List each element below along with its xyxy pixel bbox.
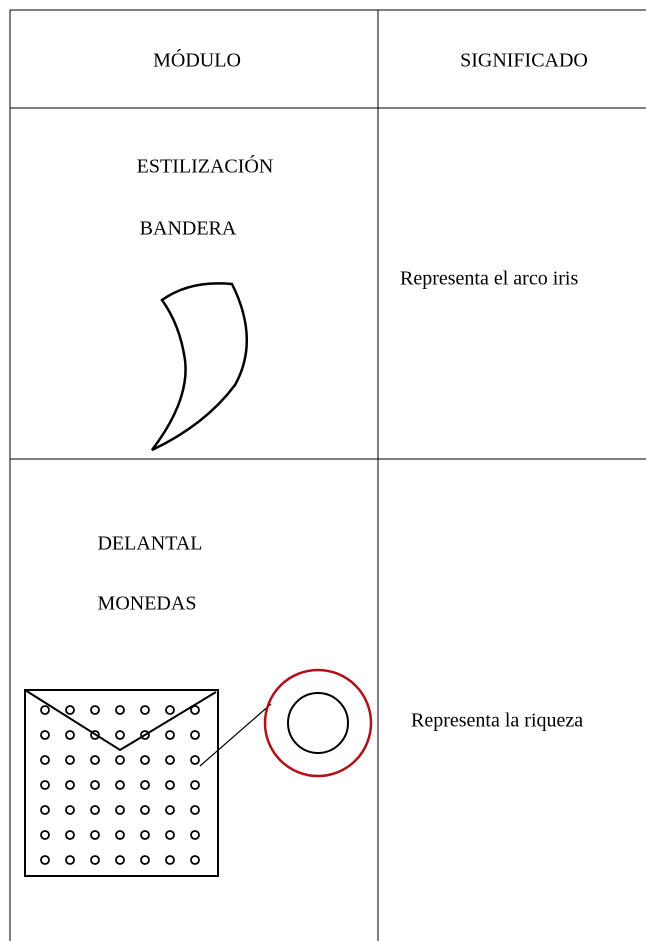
apron-icon bbox=[24, 668, 373, 877]
pointer-line bbox=[199, 703, 272, 767]
module-name: MONEDAS bbox=[98, 593, 197, 615]
coin-dot bbox=[190, 730, 200, 740]
apron-body bbox=[24, 689, 219, 877]
coin-dot bbox=[165, 780, 175, 790]
coin-dot bbox=[40, 855, 50, 865]
coin-dot bbox=[115, 730, 125, 740]
coin-dot bbox=[140, 830, 150, 840]
coin-dot bbox=[40, 830, 50, 840]
coin-dot bbox=[140, 730, 150, 740]
module-name: DELANTAL bbox=[97, 533, 202, 555]
coin-dot bbox=[115, 830, 125, 840]
meaning: Representa el arco iris bbox=[400, 268, 578, 290]
coin-dot bbox=[90, 830, 100, 840]
coin-dot bbox=[115, 705, 125, 715]
coin-icon bbox=[287, 692, 349, 754]
header-cell: SIGNIFICADO bbox=[460, 50, 588, 72]
flag-icon bbox=[151, 282, 249, 452]
coin-dot bbox=[90, 730, 100, 740]
coin-dot bbox=[140, 755, 150, 765]
meaning: Representa la riqueza bbox=[411, 710, 583, 732]
coin-dot bbox=[90, 705, 100, 715]
coin-dot bbox=[40, 780, 50, 790]
coin-dot bbox=[140, 855, 150, 865]
highlight-circle bbox=[263, 668, 373, 778]
apron-flap bbox=[24, 689, 217, 752]
coin-dot bbox=[40, 730, 50, 740]
coin-dot bbox=[190, 855, 200, 865]
coin-dot bbox=[140, 705, 150, 715]
coin-dot bbox=[190, 805, 200, 815]
coin-dot bbox=[140, 780, 150, 790]
coin-dot bbox=[115, 755, 125, 765]
module-name: BANDERA bbox=[140, 218, 237, 240]
coin-dot bbox=[165, 855, 175, 865]
coin-dot bbox=[40, 705, 50, 715]
coin-dot bbox=[165, 730, 175, 740]
coin-dot bbox=[165, 755, 175, 765]
coin-dot bbox=[65, 705, 75, 715]
coin-dot bbox=[165, 830, 175, 840]
coin-dot bbox=[40, 755, 50, 765]
coin-dot bbox=[90, 805, 100, 815]
header-cell: MÓDULO bbox=[153, 48, 241, 72]
coin-dot bbox=[190, 830, 200, 840]
coin-dot bbox=[90, 855, 100, 865]
coin-dot bbox=[65, 805, 75, 815]
coin-dot bbox=[165, 805, 175, 815]
coin-dot bbox=[65, 730, 75, 740]
coin-dot bbox=[65, 830, 75, 840]
coin-dot bbox=[140, 805, 150, 815]
coin-dot bbox=[65, 780, 75, 790]
coin-dot bbox=[190, 755, 200, 765]
coin-dot bbox=[90, 755, 100, 765]
coin-dot bbox=[165, 705, 175, 715]
coin-dot bbox=[190, 780, 200, 790]
coin-dot bbox=[115, 805, 125, 815]
coin-dot bbox=[65, 855, 75, 865]
table-grid bbox=[9, 9, 646, 941]
coin-dot bbox=[65, 755, 75, 765]
coin-dot bbox=[115, 855, 125, 865]
coin-dot bbox=[190, 705, 200, 715]
module-name: ESTILIZACIÓN bbox=[137, 154, 274, 178]
coin-dot bbox=[90, 780, 100, 790]
coin-dot bbox=[115, 780, 125, 790]
coin-dot bbox=[40, 805, 50, 815]
